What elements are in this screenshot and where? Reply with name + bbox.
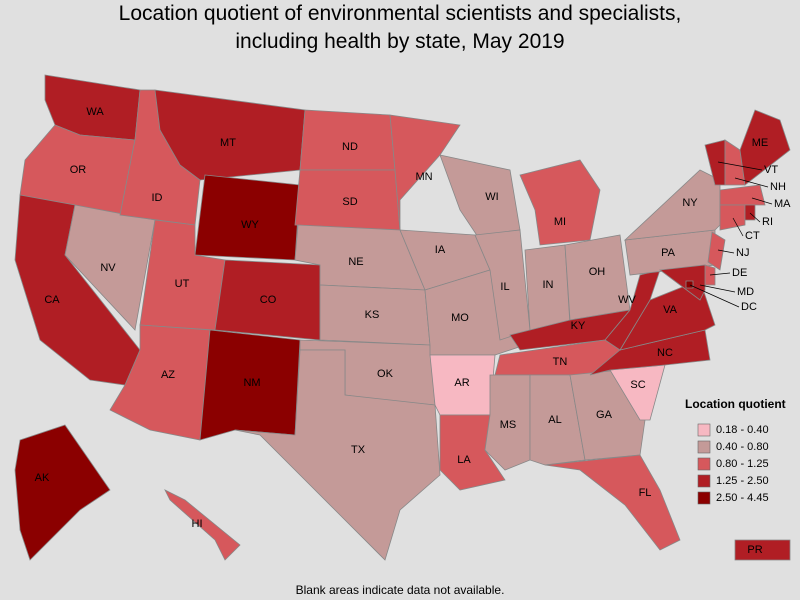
leader-line xyxy=(732,217,744,237)
leader-line xyxy=(699,284,736,293)
state-label: NJ xyxy=(736,247,749,259)
state-label: MI xyxy=(554,216,566,228)
state-label: CA xyxy=(44,294,60,306)
state-label: NM xyxy=(243,377,260,389)
legend-swatch xyxy=(697,440,711,454)
state-shape xyxy=(739,109,791,186)
state-label: VT xyxy=(764,164,778,176)
legend-swatch xyxy=(697,457,711,471)
state-label: TX xyxy=(351,444,366,456)
state-label: DE xyxy=(732,267,747,279)
legend-label: 0.80 - 1.25 xyxy=(716,458,769,470)
state-label: AR xyxy=(454,377,469,389)
state-shape xyxy=(744,204,756,221)
legend-title: Location quotient xyxy=(685,397,786,411)
state-label: WY xyxy=(241,219,259,231)
legend-swatch xyxy=(697,491,711,505)
state-label: IL xyxy=(500,281,509,293)
state-label: PA xyxy=(661,247,676,259)
state-label: MS xyxy=(500,419,517,431)
state-shape xyxy=(658,264,706,301)
state-label: MD xyxy=(737,286,754,298)
state-label: KY xyxy=(571,320,586,332)
state-label: WV xyxy=(618,294,636,306)
state-label: KS xyxy=(365,309,380,321)
state-shape xyxy=(719,184,766,206)
footnote: Blank areas indicate data not available. xyxy=(296,583,505,597)
state-label: ME xyxy=(752,137,769,149)
leader-line xyxy=(689,284,740,308)
state-label: MA xyxy=(774,198,791,210)
state-label: MO xyxy=(451,312,469,324)
state-label: SD xyxy=(342,196,357,208)
legend-label: 2.50 - 4.45 xyxy=(716,492,769,504)
legend-swatch xyxy=(697,423,711,437)
state-label: IN xyxy=(543,279,554,291)
leader-line xyxy=(749,212,761,223)
state-shape xyxy=(389,114,461,231)
state-label: AZ xyxy=(161,369,175,381)
state-label: AL xyxy=(548,414,561,426)
state-label: NH xyxy=(770,181,786,193)
leader-line xyxy=(717,161,763,171)
state-label: RI xyxy=(762,216,773,228)
state-shape xyxy=(707,231,726,271)
state-label: NV xyxy=(100,262,116,274)
state-label: OK xyxy=(377,368,394,380)
state-label: NC xyxy=(657,347,673,359)
state-label: HI xyxy=(192,518,203,530)
state-label: AK xyxy=(35,472,50,484)
leader-line xyxy=(751,197,773,205)
legend: Location quotient 0.18 - 0.40 0.40 - 0.80… xyxy=(685,397,786,505)
state-shape xyxy=(734,539,791,561)
legend-swatch xyxy=(697,474,711,488)
leader-line xyxy=(717,249,735,254)
state-label: DC xyxy=(741,301,757,313)
state-label: IA xyxy=(435,244,446,256)
state-label: OR xyxy=(70,164,87,176)
state-shape xyxy=(234,349,441,561)
state-shape xyxy=(164,489,241,561)
state-label: OH xyxy=(589,266,606,278)
state-label: ND xyxy=(342,141,358,153)
legend-label: 0.40 - 0.80 xyxy=(716,441,769,453)
state-label: VA xyxy=(663,304,678,316)
state-label: LA xyxy=(457,454,471,466)
legend-label: 0.18 - 0.40 xyxy=(716,424,769,436)
state-shape xyxy=(194,174,301,261)
state-label: ID xyxy=(152,192,163,204)
state-shape xyxy=(544,454,681,551)
state-label: CT xyxy=(745,230,760,242)
state-label: CO xyxy=(260,294,277,306)
states: WA OR CA NV ID MT WY UT CO AZ NM ND SD NE KS OK TX MN IA MO… xyxy=(14,74,791,561)
state-shape xyxy=(685,280,694,289)
legend-label: 1.25 - 2.50 xyxy=(716,475,769,487)
state-label: FL xyxy=(639,487,652,499)
state-shape xyxy=(719,204,746,231)
state-label: GA xyxy=(596,409,613,421)
state-label: NY xyxy=(682,197,698,209)
leader-line xyxy=(734,177,769,188)
state-shape xyxy=(519,159,601,246)
state-label: SC xyxy=(630,379,645,391)
state-label: WI xyxy=(485,191,498,203)
state-label: NE xyxy=(348,256,363,268)
leader-line xyxy=(709,272,731,276)
state-label: UT xyxy=(175,278,190,290)
state-label: TN xyxy=(553,356,568,368)
map-title: Location quotient of environmental scien… xyxy=(118,2,682,53)
state-label: WA xyxy=(86,106,104,118)
state-label: MN xyxy=(415,171,432,183)
state-label: PR xyxy=(747,544,762,556)
state-shape xyxy=(14,424,111,561)
state-label: MT xyxy=(220,137,236,149)
title-box: Location quotient of environmental scien… xyxy=(118,2,682,53)
